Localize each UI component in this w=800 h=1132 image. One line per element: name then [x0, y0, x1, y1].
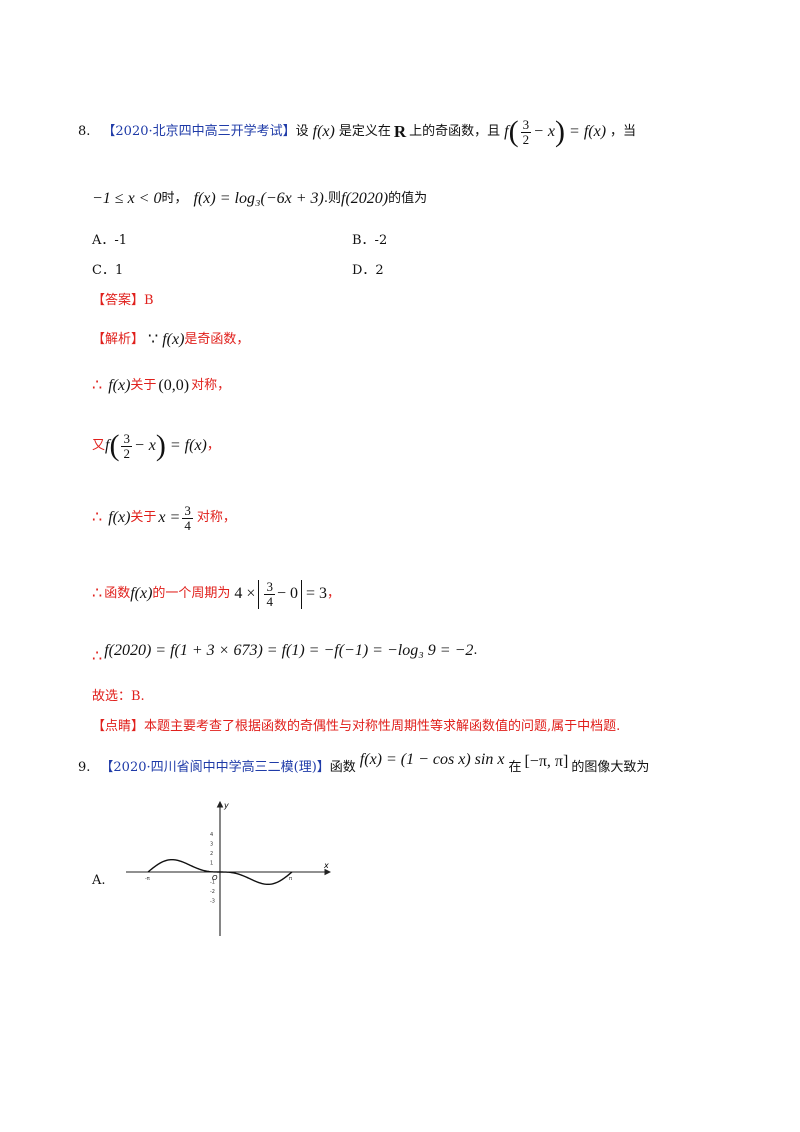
x-ticks: -π π — [145, 876, 292, 882]
analysis-5-text-1: 函数 — [104, 586, 131, 601]
q9-source: 【2020·四川省阆中中学高三二模(理)】 — [100, 760, 330, 775]
q8-answer: 【答案】B — [92, 292, 154, 310]
q8-definition: f(x) = log₃(−6x + 3) — [193, 190, 324, 207]
q8-number: 8. — [78, 124, 91, 139]
answer-value: B — [144, 293, 154, 308]
q9-number: 9. — [78, 760, 91, 775]
q8-text-3: 上的奇函数，且 — [409, 124, 501, 139]
q8-source: 【2020·北京四中高三开学考试】 — [102, 124, 296, 139]
y-tick-label: 1 — [210, 861, 213, 867]
comment-tag: 【点睛】 — [92, 719, 145, 734]
q8-text-6: .则 — [323, 191, 341, 206]
q9-text-2: 在 — [508, 760, 522, 775]
analysis-1-fx: f(x) — [162, 331, 185, 348]
because-symbol: ∵ — [148, 331, 159, 348]
analysis-line-6: ∴ f(2020) = f(1 + 3 × 673) = f(1) = −f(−… — [92, 636, 478, 666]
y-tick-label: 4 — [210, 832, 213, 838]
q8-text-1: 设 — [295, 124, 309, 139]
q8-text-5: 时， — [161, 191, 188, 206]
analysis-2-text-2: 对称， — [191, 378, 231, 393]
option-a-graph: x y O 4 3 2 1 -1 -2 -3 -π π — [126, 800, 332, 936]
q9-text-3: 的图像大致为 — [571, 760, 650, 775]
therefore-symbol: ∴ — [92, 377, 103, 394]
analysis-4-text-1: 关于 — [130, 510, 157, 525]
q9-text-1: 函数 — [329, 760, 356, 775]
q9-formula: f(x) = (1 − cos x) sin x — [359, 751, 505, 768]
q8-line1: 8. 【2020·北京四中高三开学考试】 设 f(x) 是定义在 R 上的奇函数… — [78, 112, 636, 152]
analysis-3-you: 又 — [92, 438, 106, 453]
y-tick-label: -2 — [210, 889, 215, 895]
x-tick-label: -π — [145, 876, 150, 882]
analysis-3-comma: ， — [206, 438, 220, 453]
answer-tag: 【答案】 — [92, 293, 145, 308]
q8-text-2: 是定义在 — [338, 124, 391, 139]
q9-option-a: A. — [92, 873, 106, 888]
therefore-symbol: ∴ — [92, 585, 103, 602]
function-curve — [147, 858, 293, 886]
analysis-2-point: (0,0) — [158, 377, 190, 394]
analysis-tag: 【解析】 — [92, 332, 145, 347]
analysis-2-fx: f(x) — [108, 377, 131, 394]
q8-option-d: D．2 — [352, 263, 384, 278]
analysis-5-fx: f(x) — [130, 585, 153, 602]
analysis-line-5: ∴ 函数 f(x) 的一个周期为 4 × 3 4− 0 = 3 ， — [92, 572, 340, 616]
q8-domain: −1 ≤ x < 0 — [92, 190, 162, 207]
q9-interval: [−π, π] — [524, 753, 569, 770]
q8-text-4: ，当 — [610, 124, 637, 139]
origin-label: O — [212, 874, 218, 882]
therefore-symbol: ∴ — [92, 648, 103, 665]
analysis-6-dot: . — [473, 643, 478, 658]
q8-text-7: 的值为 — [388, 191, 428, 206]
comment-line: 【点睛】本题主要考查了根据函数的奇偶性与对称性周期性等求解函数值的问题,属于中档… — [92, 718, 620, 736]
q9-line: 9. 【2020·四川省阆中中学高三二模(理)】 函数 f(x) = (1 − … — [78, 751, 650, 784]
y-tick-label: 3 — [210, 842, 213, 848]
analysis-4-fx: f(x) — [108, 509, 131, 526]
analysis-4-text-2: 对称， — [196, 510, 236, 525]
q8-option-c: C．1 — [92, 263, 124, 278]
analysis-5-text-2: 的一个周期为 — [152, 586, 231, 601]
analysis-conclusion: 故选：B. — [92, 689, 145, 704]
analysis-6-formula: f(2020) = f(1 + 3 × 673) = f(1) = −f(−1)… — [104, 642, 474, 659]
y-tick-label: -3 — [210, 899, 215, 905]
analysis-1-text: 是奇函数， — [184, 332, 250, 347]
analysis-5-period: 4 × 3 4− 0 = 3 — [234, 578, 328, 609]
comment-text: 本题主要考查了根据函数的奇偶性与对称性周期性等求解函数值的问题,属于中档题. — [144, 719, 621, 734]
x-tick-label: π — [289, 876, 292, 882]
x-axis-label: x — [323, 861, 329, 870]
q8-option-a: A．-1 — [92, 233, 128, 248]
analysis-2-text-1: 关于 — [130, 378, 157, 393]
q8-set-R: R — [393, 122, 407, 141]
y-ticks: 4 3 2 1 -1 -2 -3 — [210, 832, 215, 905]
therefore-symbol: ∴ — [92, 509, 103, 526]
analysis-line-1: 【解析】 ∵ f(x) 是奇函数， — [92, 328, 249, 352]
q8-fx: f(x) — [312, 123, 335, 140]
analysis-5-comma: ， — [327, 586, 341, 601]
q8-option-b: B．-2 — [352, 233, 388, 248]
y-tick-label: 2 — [210, 851, 213, 857]
q8-f2020: f(2020) — [341, 190, 389, 207]
y-axis-label: y — [223, 801, 229, 810]
analysis-line-2: ∴ f(x) 关于 (0,0) 对称， — [92, 374, 230, 398]
q8-line2: −1 ≤ x < 0 时， f(x) = log₃(−6x + 3) .则 f(… — [92, 186, 427, 212]
y-tick-label: -1 — [210, 880, 215, 886]
